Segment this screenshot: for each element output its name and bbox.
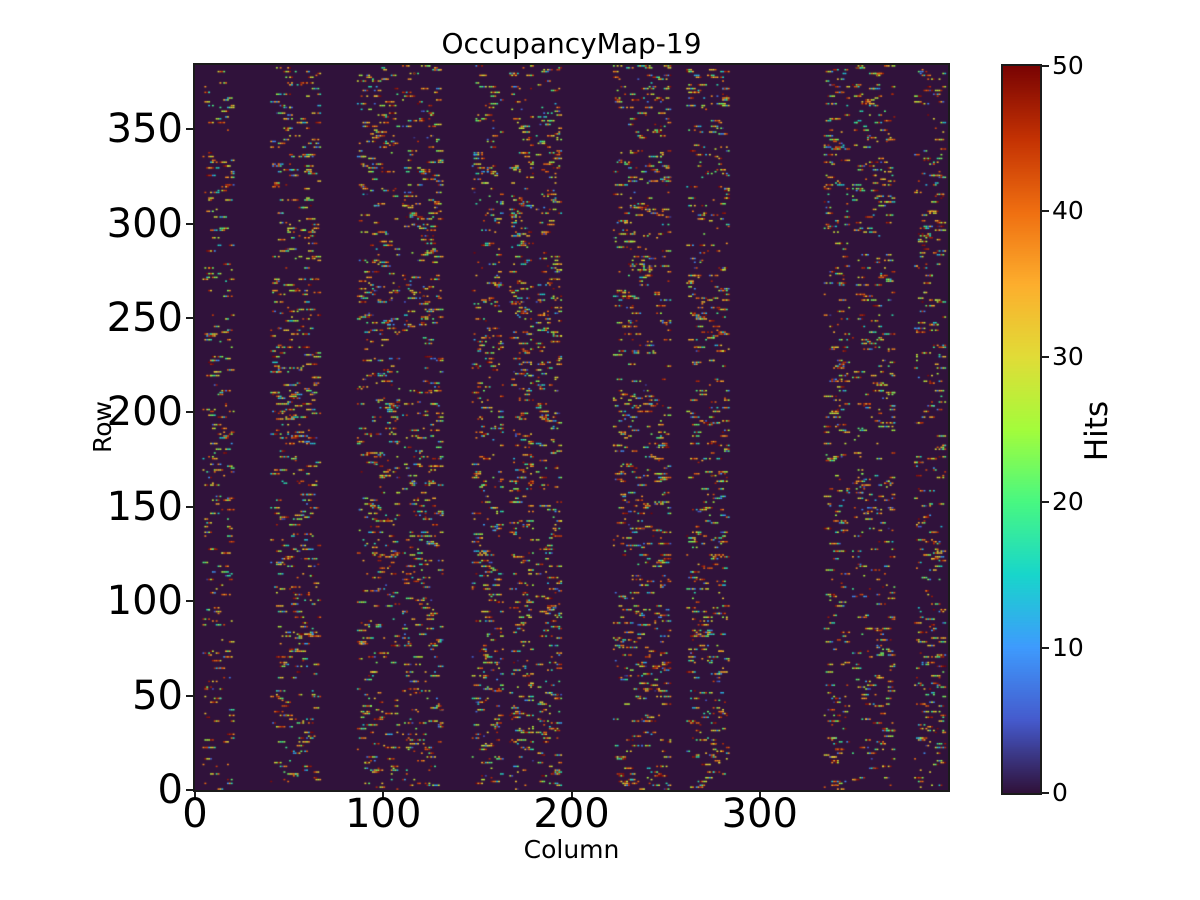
x-tick-label: 200	[533, 791, 610, 837]
y-tick-label: 100	[106, 578, 183, 625]
x-tick-label: 0	[182, 791, 208, 837]
colorbar-tick-label: 30	[1052, 341, 1084, 371]
y-tick-label: 150	[106, 483, 183, 530]
tick-mark	[570, 792, 573, 799]
colorbar-gradient-canvas	[1003, 66, 1040, 793]
tick-mark	[1042, 355, 1049, 358]
colorbar-tick-label: 50	[1052, 51, 1084, 80]
colorbar-tick-label: 10	[1052, 632, 1084, 662]
heatmap-canvas	[195, 65, 948, 790]
tick-mark	[186, 222, 193, 225]
colorbar-label: Hits	[1079, 400, 1115, 462]
tick-mark	[758, 792, 761, 799]
chart-title: OccupancyMap-19	[441, 27, 702, 60]
y-tick-label: 0	[157, 767, 183, 813]
tick-mark	[1042, 792, 1049, 794]
tick-mark	[186, 505, 193, 508]
y-tick-label: 50	[132, 672, 183, 719]
tick-mark	[1042, 646, 1049, 649]
tick-mark	[194, 792, 196, 799]
colorbar-tick-label: 40	[1052, 196, 1084, 226]
tick-mark	[186, 316, 193, 319]
colorbar-tick-label: 0	[1052, 778, 1068, 807]
x-axis-label: Column	[523, 835, 620, 864]
tick-mark	[186, 789, 193, 791]
y-tick-label: 250	[106, 294, 183, 341]
tick-mark	[186, 128, 193, 131]
y-tick-label: 200	[106, 389, 183, 436]
tick-mark	[1042, 210, 1049, 213]
tick-mark	[1042, 65, 1049, 67]
tick-mark	[186, 694, 193, 697]
tick-mark	[186, 411, 193, 414]
colorbar-tick-label: 20	[1052, 487, 1084, 517]
tick-mark	[186, 600, 193, 603]
y-tick-label: 300	[106, 200, 183, 247]
tick-mark	[1042, 501, 1049, 504]
x-tick-label: 100	[345, 791, 422, 837]
y-tick-label: 350	[106, 106, 183, 153]
tick-mark	[382, 792, 385, 799]
x-tick-label: 300	[721, 791, 798, 837]
